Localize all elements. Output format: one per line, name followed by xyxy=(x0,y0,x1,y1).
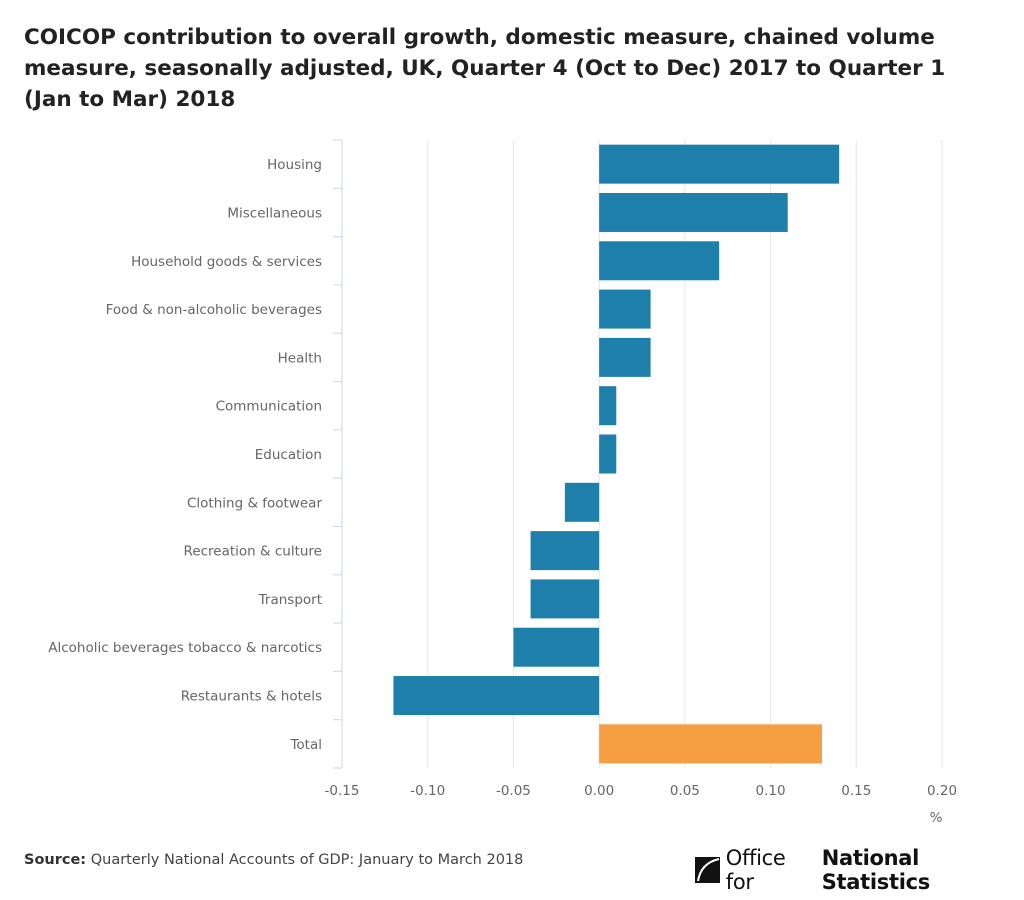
bar-education xyxy=(599,434,617,474)
category-label: Health xyxy=(278,350,322,366)
category-label: Housing xyxy=(267,157,322,173)
category-label: Miscellaneous xyxy=(227,205,322,221)
bar-communication xyxy=(599,386,617,426)
category-label: Communication xyxy=(216,399,322,415)
bar-miscellaneous xyxy=(599,192,788,232)
category-label: Education xyxy=(255,447,322,463)
ons-logo-icon xyxy=(695,857,720,883)
logo-text-bold: National Statistics xyxy=(821,846,931,894)
x-tick-label: 0.00 xyxy=(584,783,614,799)
x-tick-label: 0.15 xyxy=(841,783,871,799)
bar-household-goods-services xyxy=(599,241,720,281)
chart-title: COICOP contribution to overall growth, d… xyxy=(24,25,946,112)
bar-restaurants-hotels xyxy=(393,676,600,716)
bar-total xyxy=(599,724,822,764)
category-label: Recreation & culture xyxy=(184,544,322,560)
x-tick-label: 0.20 xyxy=(927,783,957,799)
source-text: Quarterly National Accounts of GDP: Janu… xyxy=(90,852,524,868)
x-tick-label: 0.05 xyxy=(670,783,700,799)
bar-transport xyxy=(530,579,600,619)
bar-recreation-culture xyxy=(530,531,600,571)
x-axis-label: % xyxy=(930,810,943,826)
category-label: Household goods & services xyxy=(131,254,322,270)
category-label: Transport xyxy=(258,592,322,608)
bar-health xyxy=(599,337,651,377)
bar-food-non-alcoholic-beverages xyxy=(599,289,651,329)
x-tick-label: -0.10 xyxy=(410,783,445,799)
bar-chart: -0.15 -0.10 -0.05 0.00 0.05 0.10 0.15 0.20 Housi… xyxy=(48,139,957,826)
x-tick-label: -0.15 xyxy=(325,783,360,799)
ons-logo: Office for National Statistics xyxy=(695,846,1024,894)
source-label: Source: xyxy=(24,852,87,868)
category-label: Restaurants & hotels xyxy=(181,689,322,705)
logo-text-light: Office for xyxy=(725,846,786,894)
source-note: Source: Quarterly National Accounts of G… xyxy=(24,852,523,868)
category-label: Total xyxy=(289,737,322,753)
bar-housing xyxy=(599,144,840,184)
category-label: Food & non-alcoholic beverages xyxy=(106,302,322,318)
category-label: Alcoholic beverages tobacco & narcotics xyxy=(48,640,322,656)
bar-alcoholic-beverages-tobacco-narcotics xyxy=(513,627,600,667)
category-label: Clothing & footwear xyxy=(187,495,322,511)
bar-clothing-footwear xyxy=(564,482,600,522)
x-tick-label: 0.10 xyxy=(756,783,786,799)
x-tick-label: -0.05 xyxy=(496,783,531,799)
